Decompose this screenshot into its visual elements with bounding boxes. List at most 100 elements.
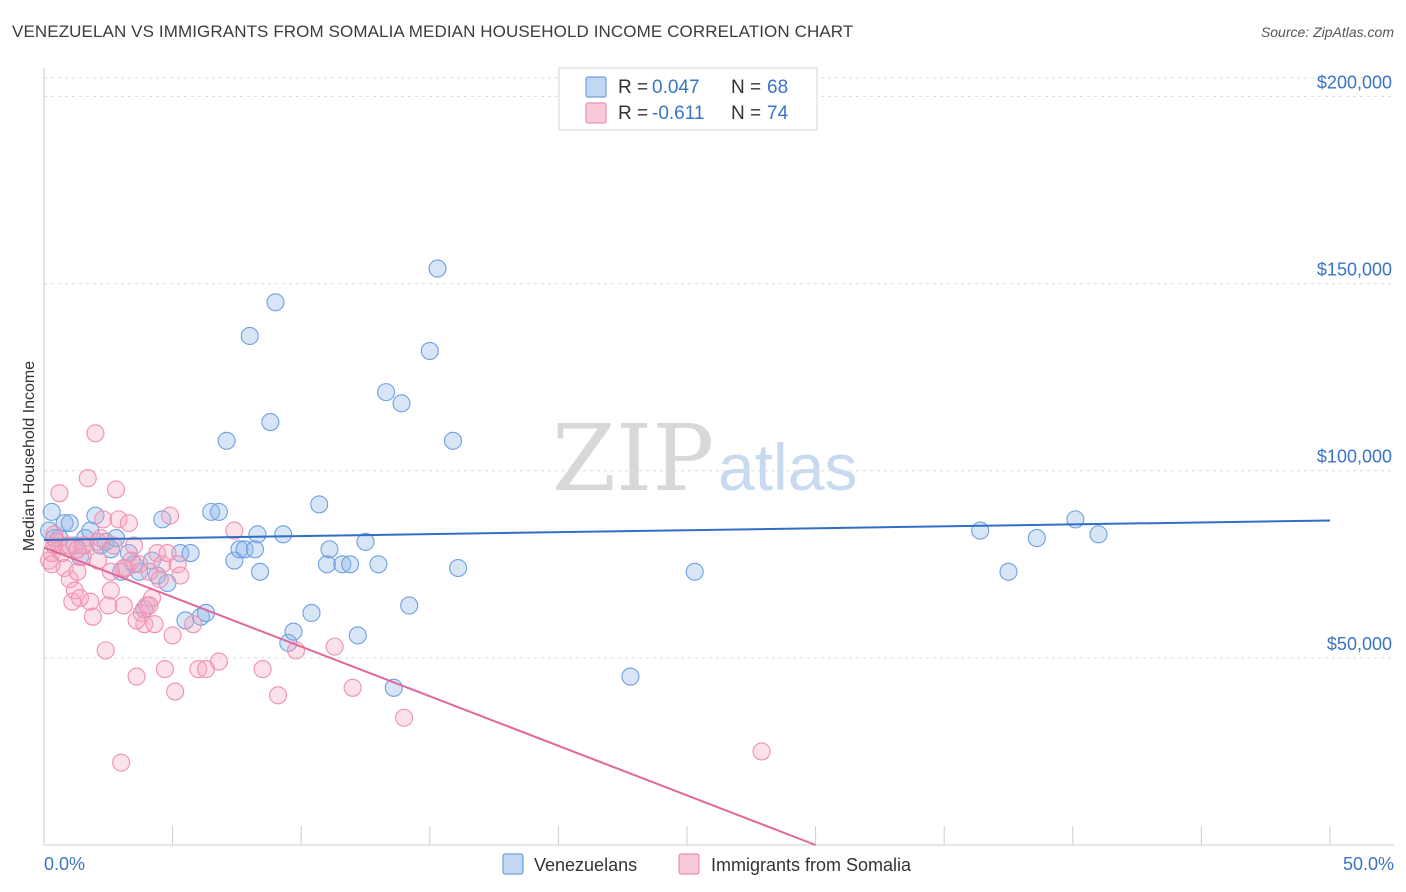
watermark-atlas: atlas: [718, 430, 857, 504]
data-point: [248, 525, 267, 544]
data-point: [230, 540, 249, 559]
data-point: [112, 753, 131, 772]
data-point: [50, 484, 69, 503]
data-point: [55, 514, 74, 533]
data-point: [449, 558, 468, 578]
data-point: [971, 521, 990, 540]
data-point: [171, 544, 190, 563]
data-point: [392, 394, 411, 413]
data-point: [225, 521, 244, 540]
data-point: [685, 562, 704, 581]
data-point: [78, 469, 97, 488]
series-venezuelans-points: [40, 259, 1108, 697]
bottom-legend-swatch-somalia: [678, 853, 700, 875]
data-point: [153, 555, 172, 574]
bottom-legend-label-venezuelans: Venezuelans: [534, 855, 637, 875]
data-point: [119, 514, 138, 533]
data-point: [96, 641, 115, 660]
legend-r-value-1: -0.611: [652, 103, 704, 124]
data-point: [81, 592, 100, 611]
data-point: [284, 622, 303, 641]
data-point: [250, 562, 270, 581]
data-point: [302, 603, 321, 622]
data-point: [369, 555, 388, 574]
data-point: [127, 611, 146, 630]
data-point: [341, 555, 360, 574]
bottom-legend: Venezuelans Immigrants from Somalia: [502, 853, 912, 875]
data-point: [356, 532, 375, 551]
data-point: [70, 588, 90, 608]
trend-line: [43, 519, 1331, 541]
source-label: Source: ZipAtlas.com: [1260, 24, 1394, 40]
y-tick-labels: $50,000 $100,000 $150,000 $200,000: [1317, 72, 1392, 653]
legend-n-label-1: N =: [731, 103, 761, 124]
data-point: [333, 555, 352, 574]
data-point: [160, 506, 180, 525]
data-point: [148, 544, 167, 563]
data-point: [155, 660, 174, 679]
data-point: [88, 532, 108, 551]
legend-n-label-0: N =: [731, 77, 761, 98]
data-point: [752, 742, 771, 761]
data-point: [320, 540, 339, 559]
data-point: [240, 326, 259, 346]
data-point: [42, 502, 61, 521]
data-point: [395, 708, 414, 727]
gridlines: [44, 77, 1394, 659]
data-point: [266, 293, 285, 312]
data-point: [106, 480, 126, 499]
y-tick-label: $100,000: [1317, 447, 1392, 467]
data-point: [60, 514, 79, 533]
data-point: [1027, 529, 1046, 548]
legend-n-value-1: 74: [767, 103, 789, 124]
data-point: [279, 633, 298, 652]
trend-lines: [43, 519, 1331, 846]
data-point: [145, 615, 164, 634]
data-point: [343, 678, 362, 697]
watermark: ZIP atlas: [552, 405, 857, 512]
data-point: [68, 562, 87, 581]
legend-r-label-1: R =: [618, 103, 648, 124]
data-point: [68, 540, 87, 559]
data-point: [189, 660, 208, 679]
data-point: [245, 540, 264, 559]
data-point: [269, 686, 288, 705]
y-tick-label: $50,000: [1327, 634, 1392, 654]
data-point: [317, 555, 336, 574]
data-point: [45, 525, 64, 544]
data-point: [101, 581, 120, 600]
data-point: [181, 544, 200, 563]
y-axis-label: Median Household Income: [21, 361, 38, 551]
data-point: [202, 502, 221, 521]
data-point: [130, 555, 149, 574]
axes: [43, 68, 1394, 846]
x-ticks: [43, 826, 1331, 845]
data-point: [420, 341, 439, 360]
data-point: [235, 540, 254, 559]
watermark-zip: ZIP: [552, 405, 714, 512]
series-somalia-points: [40, 424, 771, 772]
legend-swatch-somalia: [585, 102, 607, 124]
legend-n-value-0: 68: [767, 77, 788, 98]
data-point: [325, 637, 344, 656]
data-point: [42, 555, 61, 574]
data-point: [99, 596, 118, 615]
data-point: [83, 607, 102, 626]
legend-r-label-0: R =: [618, 77, 648, 98]
bottom-legend-swatch-venezuelans: [502, 853, 524, 875]
data-point: [428, 259, 447, 278]
x-tick-label-max: 50.0%: [1343, 854, 1394, 874]
data-point: [150, 570, 169, 589]
y-tick-label: $200,000: [1317, 72, 1392, 92]
trend-line: [43, 546, 816, 846]
data-point: [114, 596, 133, 615]
data-point: [158, 544, 177, 563]
data-point: [261, 413, 280, 432]
data-point: [348, 626, 367, 645]
data-point: [166, 682, 185, 701]
data-point: [209, 502, 228, 521]
y-tick-label: $150,000: [1317, 260, 1392, 280]
data-point: [94, 510, 113, 529]
data-point: [109, 510, 128, 529]
